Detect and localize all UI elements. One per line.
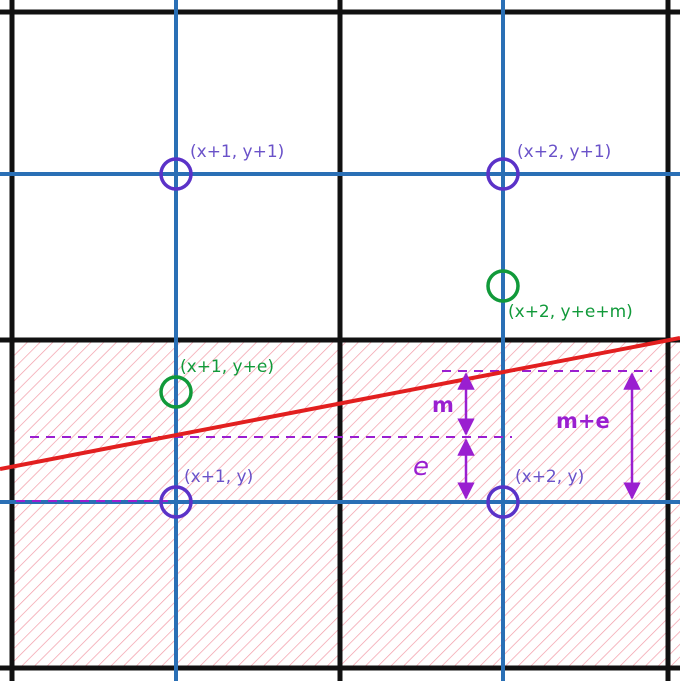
point-x1-y-icon <box>159 485 193 519</box>
dashed-reference-lines <box>16 370 652 502</box>
filled-pixel-row <box>12 340 680 670</box>
ideal-line <box>0 336 680 471</box>
point-x2-y-icon <box>486 485 520 519</box>
label-x1-ye: (x+1, y+e) <box>180 357 274 377</box>
measure-m-label: m <box>432 393 454 417</box>
measure-e-label: e <box>413 452 429 482</box>
label-x2-yem: (x+2, y+e+m) <box>508 302 633 322</box>
point-x1-y1-icon <box>159 157 193 191</box>
point-x2-y1-icon <box>486 157 520 191</box>
label-x2-y: (x+2, y) <box>515 467 584 487</box>
point-x2-yem-icon <box>486 269 520 303</box>
label-x1-y: (x+1, y) <box>184 467 253 487</box>
measure-arrows <box>457 372 641 500</box>
point-x1-ye-icon <box>159 375 193 409</box>
label-x2-y1: (x+2, y+1) <box>517 142 611 162</box>
measure-me-label: m+e <box>556 409 610 433</box>
label-x1-y1: (x+1, y+1) <box>190 142 284 162</box>
